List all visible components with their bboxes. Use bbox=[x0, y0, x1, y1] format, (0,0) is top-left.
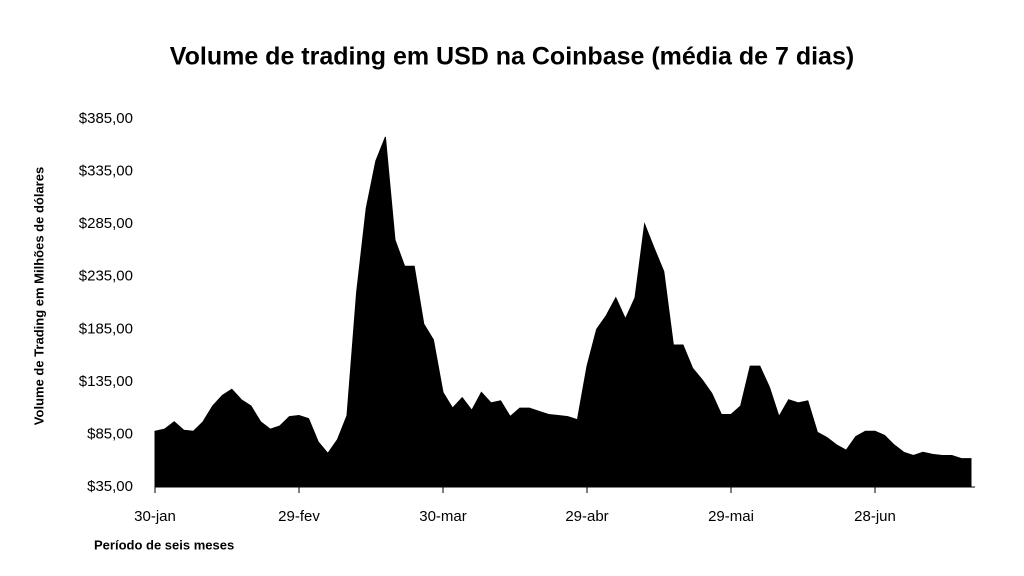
y-tick-label: $185,00 bbox=[79, 320, 133, 337]
x-tick-label: 29-mai bbox=[708, 508, 754, 525]
y-tick-label: $285,00 bbox=[79, 215, 133, 232]
chart-title: Volume de trading em USD na Coinbase (mé… bbox=[170, 43, 854, 71]
y-axis-title: Volume de Trading em Milhões de dólares bbox=[31, 167, 46, 425]
y-tick-label: $135,00 bbox=[79, 373, 133, 390]
y-tick-label: $35,00 bbox=[87, 478, 133, 495]
y-tick-label: $385,00 bbox=[79, 110, 133, 127]
y-tick-label: $335,00 bbox=[79, 163, 133, 180]
x-tick-label: 30-mar bbox=[419, 508, 467, 525]
y-tick-label: $235,00 bbox=[79, 268, 133, 285]
area bbox=[154, 136, 972, 488]
x-tick-label: 28-jun bbox=[854, 508, 896, 525]
x-tick-label: 29-fev bbox=[278, 508, 320, 525]
x-axis-title: Período de seis meses bbox=[94, 537, 234, 552]
x-tick-label: 30-jan bbox=[134, 508, 176, 525]
y-tick-label: $85,00 bbox=[87, 425, 133, 442]
x-tick-label: 29-abr bbox=[565, 508, 608, 525]
